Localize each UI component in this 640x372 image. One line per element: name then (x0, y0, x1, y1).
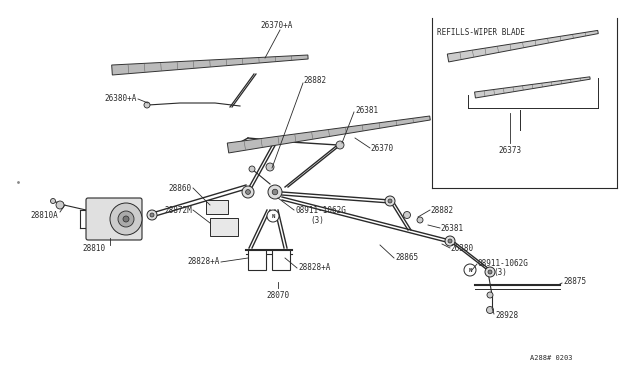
Text: 28810: 28810 (82, 244, 105, 253)
Circle shape (242, 186, 254, 198)
Text: REFILLS-WIPER BLADE: REFILLS-WIPER BLADE (437, 28, 525, 36)
Text: N: N (271, 214, 275, 218)
Text: 26380: 26380 (450, 244, 473, 253)
Text: N: N (468, 267, 472, 273)
Circle shape (51, 199, 56, 203)
Circle shape (56, 201, 64, 209)
Text: 26380+A: 26380+A (104, 93, 137, 103)
Circle shape (268, 185, 282, 199)
Text: 26373: 26373 (499, 145, 522, 154)
Text: 26370+A: 26370+A (260, 20, 292, 29)
Circle shape (417, 217, 423, 223)
Text: 26381: 26381 (440, 224, 463, 232)
Circle shape (110, 203, 142, 235)
FancyBboxPatch shape (86, 198, 142, 240)
Circle shape (486, 307, 493, 314)
Text: 28882: 28882 (430, 205, 453, 215)
Polygon shape (227, 116, 430, 153)
Text: 28875: 28875 (563, 278, 586, 286)
Circle shape (118, 211, 134, 227)
Circle shape (464, 264, 476, 276)
Text: A288# 0203: A288# 0203 (530, 355, 573, 361)
Text: 26370: 26370 (370, 144, 393, 153)
Text: (3): (3) (493, 269, 507, 278)
Circle shape (385, 196, 395, 206)
Circle shape (267, 210, 279, 222)
Circle shape (144, 102, 150, 108)
Bar (206, 200, 228, 214)
Polygon shape (111, 55, 308, 75)
Text: 28865: 28865 (395, 253, 418, 263)
Circle shape (150, 213, 154, 217)
Circle shape (272, 189, 278, 195)
Circle shape (487, 292, 493, 298)
Polygon shape (447, 31, 598, 62)
Circle shape (485, 267, 495, 277)
Polygon shape (475, 77, 590, 98)
Circle shape (246, 190, 250, 195)
Text: (3): (3) (310, 215, 324, 224)
Circle shape (445, 236, 455, 246)
Bar (272, 250, 290, 270)
Text: 28070: 28070 (266, 292, 289, 301)
Bar (248, 250, 266, 270)
Circle shape (403, 212, 410, 218)
Circle shape (388, 199, 392, 203)
Text: 28828+A: 28828+A (298, 263, 330, 273)
Bar (210, 218, 238, 236)
Circle shape (123, 216, 129, 222)
Circle shape (249, 166, 255, 172)
Text: 08911-1062G: 08911-1062G (478, 259, 529, 267)
Circle shape (336, 141, 344, 149)
Text: 28872M: 28872M (164, 205, 192, 215)
Text: 28882: 28882 (303, 76, 326, 84)
Text: 28860: 28860 (169, 183, 192, 192)
Circle shape (448, 239, 452, 243)
Text: 28810A: 28810A (30, 211, 58, 219)
Text: 28928: 28928 (495, 311, 518, 321)
Text: 26381: 26381 (355, 106, 378, 115)
Circle shape (266, 163, 274, 171)
Text: 28828+A: 28828+A (188, 257, 220, 266)
Circle shape (488, 270, 492, 274)
Text: 08911-1062G: 08911-1062G (295, 205, 346, 215)
Circle shape (147, 210, 157, 220)
